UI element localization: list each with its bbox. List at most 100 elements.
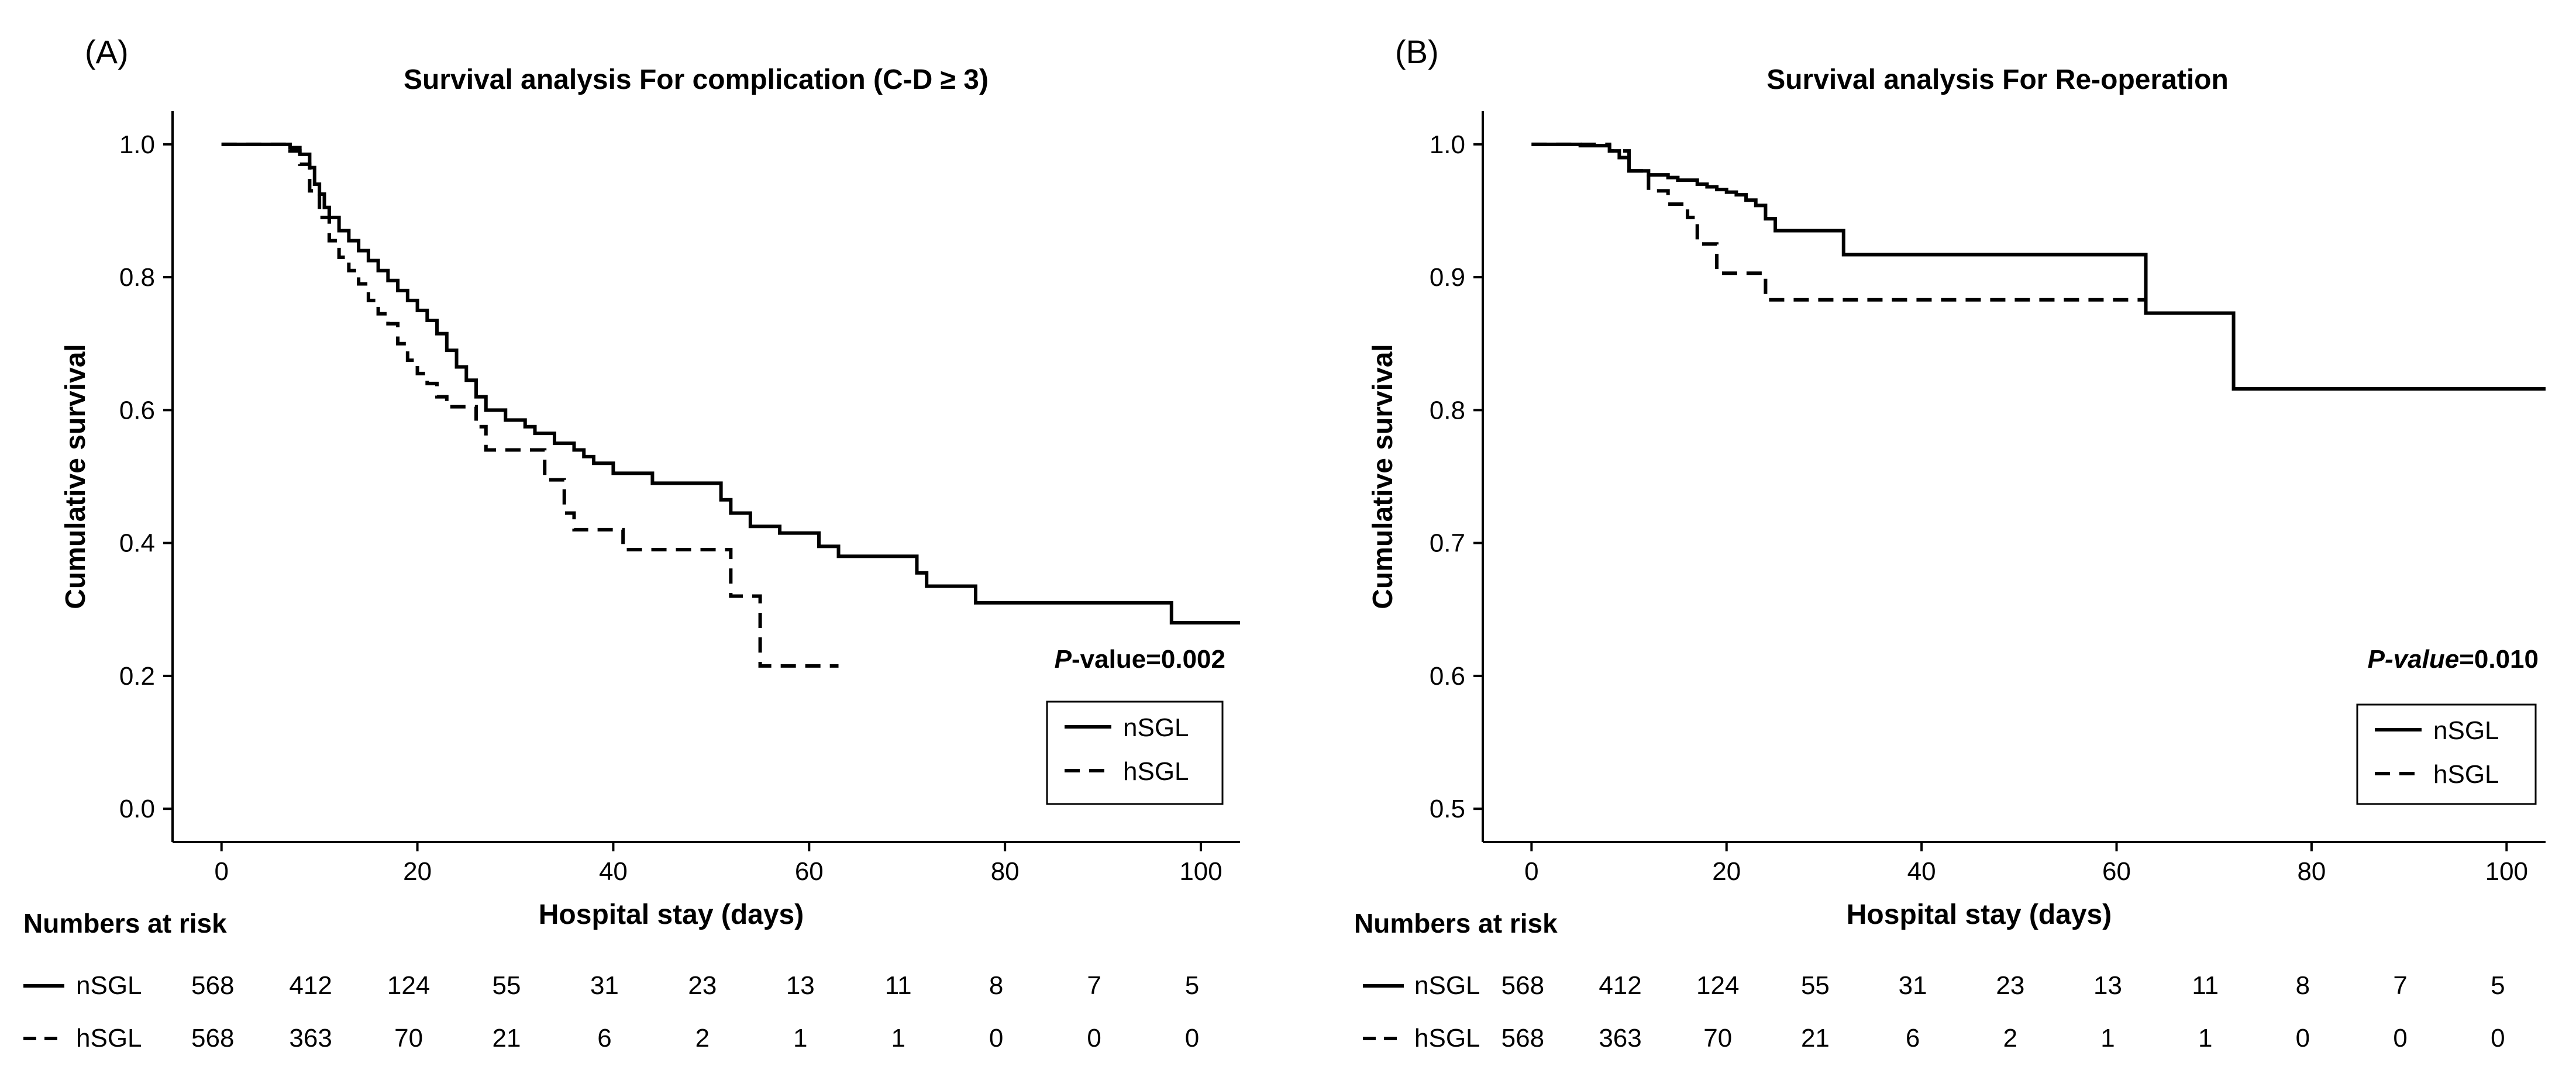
risk-count: 1 <box>891 1024 905 1053</box>
risk-count: 568 <box>1501 1024 1544 1053</box>
y-tick-label: 1.0 <box>1430 130 1465 159</box>
x-tick-label: 100 <box>1179 857 1222 886</box>
risk-count: 13 <box>786 971 815 1000</box>
survival-curve-nsgl <box>1531 142 2546 391</box>
x-tick-label: 80 <box>2297 857 2326 886</box>
y-tick-label: 0.6 <box>119 396 155 425</box>
chart-title: Survival analysis For Re-operation <box>1766 64 2229 95</box>
legend-box <box>2356 703 2537 805</box>
risk-count: 0 <box>1185 1024 1199 1053</box>
risk-count: 124 <box>1696 971 1739 1000</box>
risk-count: 21 <box>493 1024 521 1053</box>
risk-count: 55 <box>493 971 521 1000</box>
risk-count: 70 <box>1703 1024 1732 1053</box>
y-tick-label: 0.7 <box>1430 529 1465 558</box>
km-panel-b: (B) Survival analysis For Re-operation 0.5… <box>1354 33 2546 1053</box>
x-tick-label: 0 <box>1524 857 1538 886</box>
risk-count: 0 <box>1087 1024 1101 1053</box>
p-value-label: P-value=0.002 <box>1055 645 1225 674</box>
risk-count: 1 <box>793 1024 807 1053</box>
risk-count: 0 <box>2296 1024 2310 1053</box>
risk-row-name: hSGL <box>1414 1024 1480 1053</box>
risk-count: 568 <box>1501 971 1544 1000</box>
y-tick-label: 0.8 <box>1430 396 1465 425</box>
y-tick-label: 0.6 <box>1430 662 1465 691</box>
risk-count: 124 <box>387 971 430 1000</box>
y-tick-label: 0.8 <box>119 263 155 292</box>
panel-label: (A) <box>85 33 129 70</box>
risk-count: 11 <box>2192 971 2219 1000</box>
risk-count: 23 <box>688 971 717 1000</box>
risk-count: 2 <box>695 1024 710 1053</box>
risk-count: 8 <box>989 971 1003 1000</box>
y-tick-label: 0.0 <box>119 795 155 823</box>
x-tick-label: 40 <box>1907 857 1936 886</box>
risk-count: 568 <box>191 1024 234 1053</box>
risk-row-name: hSGL <box>76 1024 142 1053</box>
risk-count: 1 <box>2198 1024 2212 1053</box>
legend: nSGL hSGL <box>2356 703 2537 805</box>
risk-count: 31 <box>1899 971 1927 1000</box>
x-tick-label: 60 <box>2102 857 2131 886</box>
risk-count: 5 <box>2491 971 2505 1000</box>
risk-count: 568 <box>191 971 234 1000</box>
risk-table: Numbers at risk nSGL 568 412 124 55 31 23 13 11 8 7… <box>1354 908 2505 1053</box>
legend-box <box>1046 700 1224 805</box>
risk-count: 363 <box>289 1024 332 1053</box>
x-tick-label: 60 <box>795 857 824 886</box>
survival-curve-hsgl <box>1531 142 2146 302</box>
risk-count: 363 <box>1599 1024 1641 1053</box>
x-axis-label: Hospital stay (days) <box>539 899 804 930</box>
km-panel-a: (A) Survival analysis For complication (C… <box>23 33 1240 1053</box>
p-value-text: =0.010 <box>2459 645 2539 674</box>
x-tick-label: 20 <box>1712 857 1741 886</box>
y-tick-label: 0.4 <box>119 529 155 558</box>
x-axis-label: Hospital stay (days) <box>1847 899 2112 930</box>
risk-count: 31 <box>590 971 619 1000</box>
risk-count: 0 <box>2491 1024 2505 1053</box>
x-tick-label: 80 <box>991 857 1020 886</box>
y-tick-label: 0.9 <box>1430 263 1465 292</box>
risk-count: 55 <box>1801 971 1830 1000</box>
x-tick-label: 40 <box>599 857 628 886</box>
risk-count: 70 <box>394 1024 423 1053</box>
risk-count: 0 <box>2393 1024 2407 1053</box>
y-tick-label: 0.5 <box>1430 795 1465 823</box>
panel-label: (B) <box>1395 33 1439 70</box>
risk-count: 7 <box>2393 971 2407 1000</box>
legend: nSGL hSGL <box>1046 700 1224 805</box>
risk-count: 23 <box>1996 971 2024 1000</box>
x-tick-label: 100 <box>2485 857 2528 886</box>
p-value-text: -value=0.002 <box>1072 645 1225 674</box>
risk-row-name: nSGL <box>76 971 142 1000</box>
risk-count: 13 <box>2093 971 2122 1000</box>
risk-table-title: Numbers at risk <box>23 908 227 938</box>
risk-count: 8 <box>2296 971 2310 1000</box>
x-tick-label: 0 <box>214 857 228 886</box>
y-axis-label: Cumulative survival <box>1368 344 1399 609</box>
p-value-prefix: P <box>1055 645 1072 674</box>
legend-label: nSGL <box>1123 713 1189 742</box>
legend-label: nSGL <box>2433 716 2499 745</box>
chart-title: Survival analysis For complication (C-D … <box>404 64 989 95</box>
y-tick-label: 1.0 <box>119 130 155 159</box>
x-tick-label: 20 <box>403 857 432 886</box>
risk-count: 21 <box>1801 1024 1830 1053</box>
risk-count: 6 <box>597 1024 611 1053</box>
risk-count: 2 <box>2003 1024 2017 1053</box>
risk-count: 412 <box>1599 971 1641 1000</box>
risk-count: 0 <box>989 1024 1003 1053</box>
y-tick-label: 0.2 <box>119 662 155 691</box>
risk-count: 11 <box>885 971 912 1000</box>
risk-table-title: Numbers at risk <box>1354 908 1558 938</box>
legend-label: hSGL <box>1123 757 1189 786</box>
p-value-label: P-value=0.010 <box>2368 645 2539 674</box>
risk-row-name: nSGL <box>1414 971 1480 1000</box>
y-axis-label: Cumulative survival <box>60 344 91 609</box>
risk-count: 5 <box>1185 971 1199 1000</box>
legend-label: hSGL <box>2433 760 2499 789</box>
p-value-prefix: P-value <box>2368 645 2460 674</box>
survival-curve-hsgl <box>221 142 839 668</box>
